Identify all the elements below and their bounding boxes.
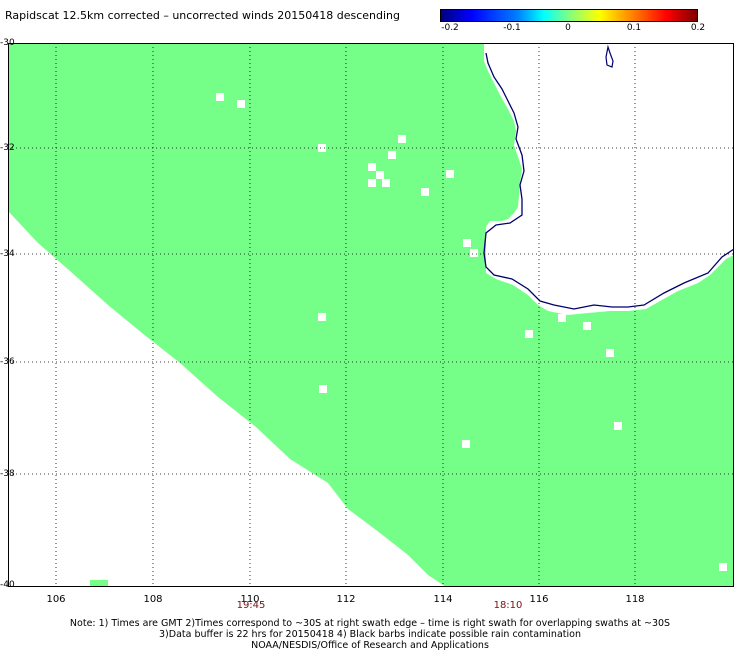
missing-data-cell: [388, 151, 396, 159]
missing-data-cell: [614, 422, 622, 430]
lat-label: -34: [0, 249, 15, 259]
lon-label: 114: [433, 594, 453, 605]
map-frame: [8, 43, 734, 587]
lat-label: -40: [0, 580, 15, 590]
missing-data-cell: [470, 249, 478, 257]
island-outline: [605, 44, 614, 68]
missing-data-cell: [446, 170, 454, 178]
missing-data-cell: [376, 171, 384, 179]
lon-label: 106: [46, 594, 66, 605]
missing-data-cell: [216, 93, 224, 101]
lon-label: 118: [625, 594, 645, 605]
missing-data-cell: [463, 239, 471, 247]
lon-label: 112: [336, 594, 356, 605]
map-title: Rapidscat 12.5km corrected – uncorrected…: [5, 9, 401, 22]
colorbar-label: 0.2: [690, 23, 706, 33]
colorbar-label: -0.2: [441, 23, 459, 33]
missing-data-cell: [319, 385, 327, 393]
missing-data-cell: [382, 179, 390, 187]
missing-data-cell: [525, 330, 533, 338]
missing-data-cell: [462, 440, 470, 448]
missing-data-cell: [421, 188, 429, 196]
lat-label: -30: [0, 38, 15, 48]
wind-map: [8, 43, 734, 587]
coastline: [483, 52, 734, 310]
lon-label: 116: [529, 594, 549, 605]
swath-time-label: 18:10: [493, 600, 523, 611]
missing-data-cell: [583, 322, 591, 330]
missing-data-cell: [719, 563, 727, 571]
colorbar-label: 0: [565, 23, 571, 33]
colorbar: [440, 9, 698, 22]
swath-time-label: 19:45: [236, 600, 266, 611]
wind-swath-patch: [90, 580, 108, 587]
note-line: 3)Data buffer is 22 hrs for 20150418 4) …: [159, 629, 581, 640]
note-line: NOAA/NESDIS/Office of Research and Appli…: [251, 640, 489, 651]
lon-label: 108: [143, 594, 163, 605]
lon-label: 110: [240, 594, 260, 605]
missing-data-cell: [318, 313, 326, 321]
missing-data-cell: [606, 349, 614, 357]
colorbar-label: 0.1: [626, 23, 642, 33]
wind-swath: [8, 43, 734, 587]
colorbar-label: -0.1: [503, 23, 521, 33]
lat-label: -36: [0, 357, 15, 367]
missing-data-cell: [368, 179, 376, 187]
missing-data-cell: [398, 135, 406, 143]
lat-label: -32: [0, 143, 15, 153]
missing-data-cell: [368, 163, 376, 171]
missing-data-cell: [558, 314, 566, 322]
missing-data-cell: [318, 144, 326, 152]
note-line: Note: 1) Times are GMT 2)Times correspon…: [69, 618, 671, 629]
missing-data-cell: [237, 100, 245, 108]
lat-label: -38: [0, 469, 15, 479]
